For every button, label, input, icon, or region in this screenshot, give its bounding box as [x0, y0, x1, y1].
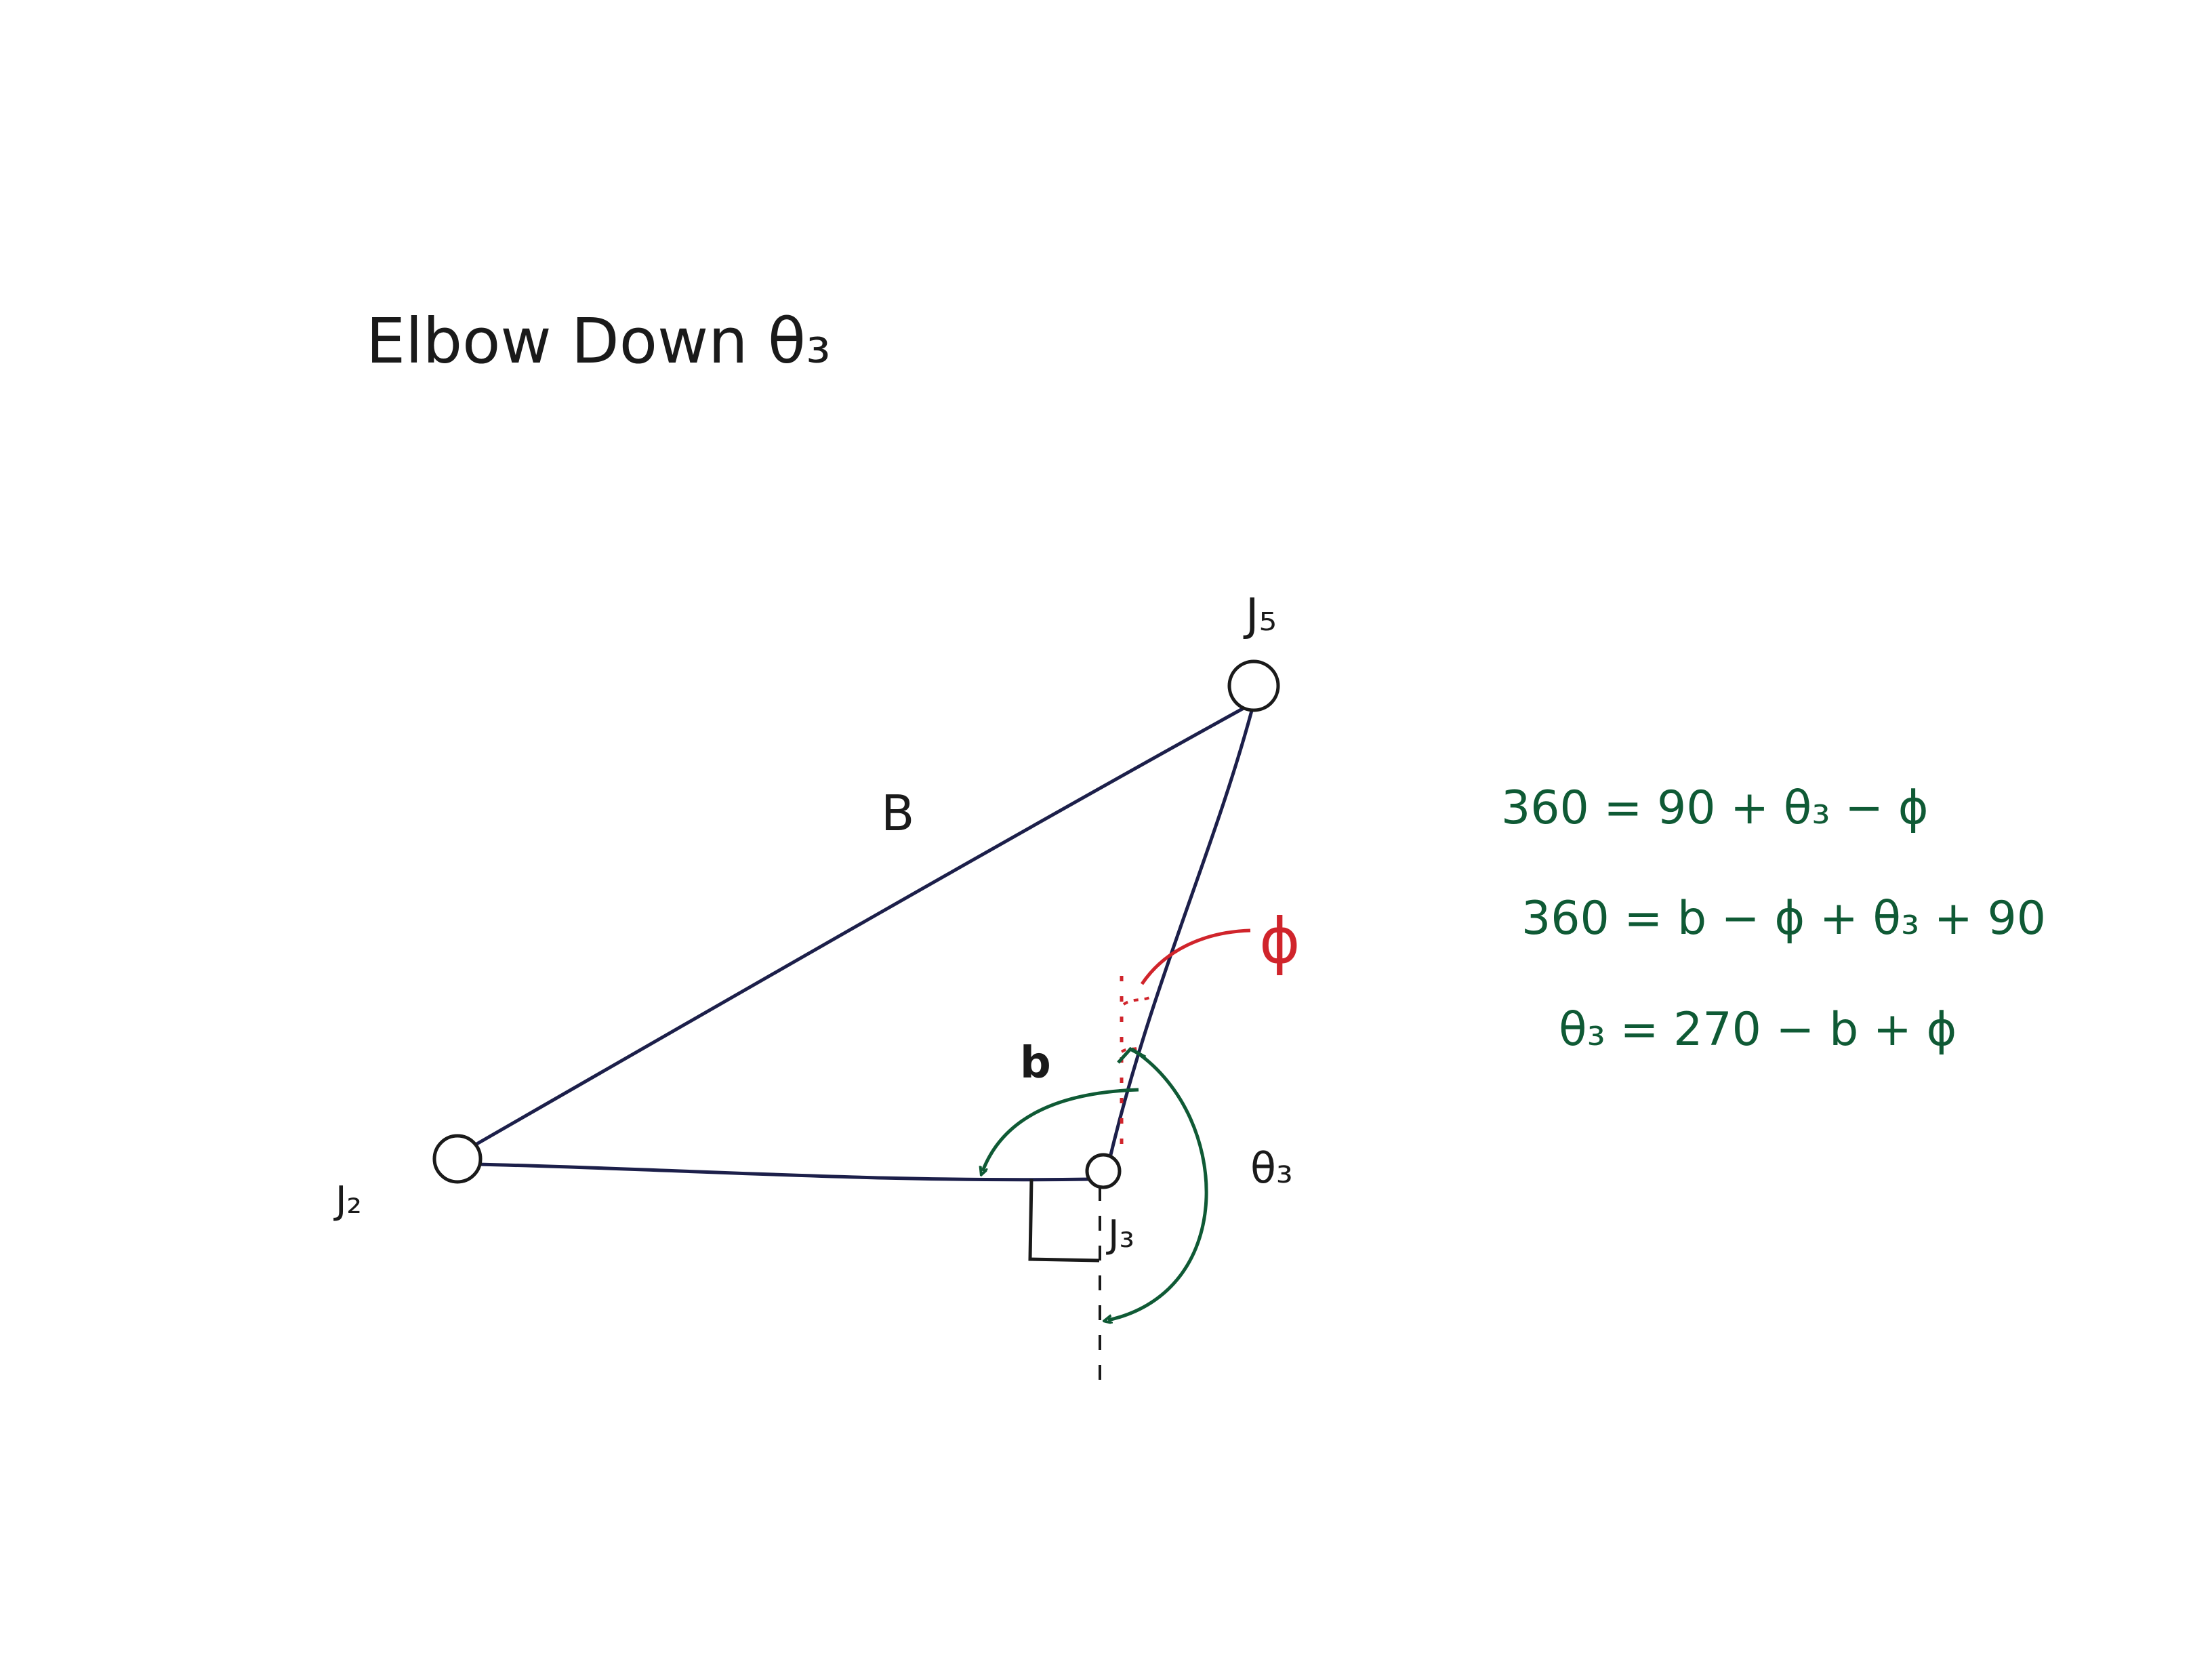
phi-arc-inner: [1120, 1046, 1141, 1053]
phi-arc: [1122, 995, 1153, 1006]
link-j3-j5: [1107, 708, 1254, 1161]
angle-b-label: b: [1020, 1038, 1051, 1088]
joint-j5-label: J₅: [1243, 589, 1277, 641]
right-angle-marker: [1028, 1179, 1100, 1263]
phi-label: ϕ: [1259, 905, 1300, 977]
joint-j3: [1085, 1153, 1122, 1189]
angle-theta3-arrowhead-top: [1117, 1046, 1147, 1064]
joint-j5: [1227, 659, 1280, 712]
joint-j3-label: J₃: [1106, 1212, 1134, 1256]
angle-theta3-arrow: [1108, 1047, 1208, 1320]
joint-j2: [432, 1134, 483, 1184]
equation-3: θ₃ = 270 − b + ϕ: [1559, 1003, 1957, 1057]
page-title: Elbow Down θ₃: [366, 305, 831, 377]
joint-j2-label: J₂: [333, 1179, 362, 1223]
angle-b-arrow: [983, 1088, 1139, 1171]
link-j2-j3: [477, 1162, 1092, 1182]
side-b-label: B: [881, 785, 914, 842]
equation-2: 360 = b − ϕ + θ₃ + 90: [1521, 892, 2046, 945]
phi-leader: [1140, 928, 1251, 985]
angle-theta3-label: θ₃: [1250, 1143, 1293, 1193]
link-j2-j5: [473, 706, 1245, 1147]
equation-1: 360 = 90 + θ₃ − ϕ: [1501, 781, 1929, 835]
